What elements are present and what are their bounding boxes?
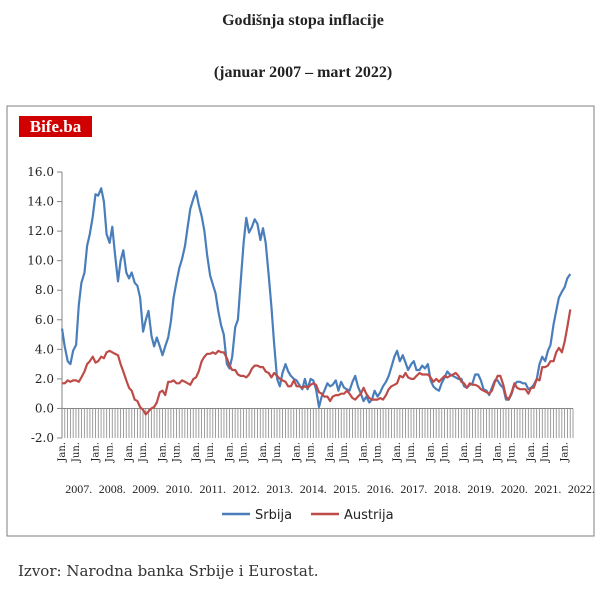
x-year-label: 2018. [434,482,461,496]
x-year-label: 2008. [99,482,126,496]
x-month-label: Jan. [526,442,537,463]
x-month-label: Jun. [473,442,484,463]
y-tick-label: 8.0 [35,283,54,297]
x-month-label: Jun. [205,442,216,463]
legend: Srbija Austrija [222,508,394,523]
x-month-label: Jun. [138,442,149,463]
x-year-label: 2016. [367,482,394,496]
y-tick-label: -2.0 [31,431,54,445]
x-month-label: Jan. [392,442,403,463]
x-month-label: Jun. [406,442,417,463]
x-year-label: 2012. [233,482,260,496]
x-month-label: Jun. [104,442,115,463]
x-year-label: 2007. [65,482,92,496]
x-month-label: Jan. [292,442,303,463]
x-year-label: 2015. [333,482,360,496]
x-month-label: Jan. [493,442,504,463]
x-year-label: 2019. [467,482,494,496]
legend-label-srbija: Srbija [255,508,292,523]
x-year-label: 2011. [200,482,227,496]
x-month-label: Jun. [306,442,317,463]
x-month-label: Jun. [507,442,518,463]
y-tick-label: 10.0 [27,254,54,268]
legend-label-austrija: Austrija [344,508,394,523]
x-year-label: 2013. [266,482,293,496]
x-month-label: Jun. [440,442,451,463]
x-year-label: 2010. [166,482,193,496]
y-tick-label: 12.0 [27,224,54,238]
x-year-label: 2017. [400,482,427,496]
x-year-label: 2021. [534,482,561,496]
y-tick-label: 0.0 [35,401,54,415]
y-tick-label: 6.0 [35,313,54,327]
x-month-label: Jan. [359,442,370,463]
x-month-label: Jan. [57,442,68,463]
x-month-label: Jun. [171,442,182,463]
series-srbija-line [60,187,572,409]
x-month-label: Jan. [158,442,169,463]
x-year-label: 2014. [300,482,327,496]
x-month-label: Jan. [459,442,470,463]
x-month-label: Jan. [124,442,135,463]
x-month-label: Jan. [91,442,102,463]
chart-title: Godišnja stopa inflacije [222,12,384,29]
x-month-label: Jun. [339,442,350,463]
x-month-label: Jan. [225,442,236,463]
x-month-label: Jun. [373,442,384,463]
x-month-label: Jan. [191,442,202,463]
watermark-logo: Bife.ba [19,116,92,137]
series-lines [60,187,572,416]
x-month-label: Jun. [272,442,283,463]
source-note: Izvor: Narodna banka Srbije i Eurostat. [18,562,319,580]
x-month-label: Jan. [426,442,437,463]
chart-frame [6,105,595,537]
x-month-label: Jun. [540,442,551,463]
series-austrija-line [62,309,572,416]
x-month-label: Jan. [258,442,269,463]
x-month-label: Jan. [325,442,336,463]
watermark-text: Bife.ba [29,117,82,136]
x-month-label: Jun. [239,442,250,463]
x-year-label: 2009. [132,482,159,496]
y-tick-label: 4.0 [35,342,54,356]
y-axis: -2.0 0.0 2.0 4.0 6.0 8.0 10.0 12.0 14.0 16.0 [27,165,63,445]
x-axis: Jan. Jun.2007.Jan. Jun.2008.Jan. Jun.2009.J… [57,407,595,496]
x-month-label: Jun. [71,442,82,463]
y-tick-label: 16.0 [27,165,54,179]
x-year-label: 2020. [501,482,528,496]
chart-subtitle: (januar 2007 – mart 2022) [213,64,393,81]
y-tick-label: 14.0 [27,195,54,209]
x-year-label: 2022. [568,482,595,496]
x-month-label: Jan. [560,442,571,463]
y-tick-label: 2.0 [35,372,54,386]
